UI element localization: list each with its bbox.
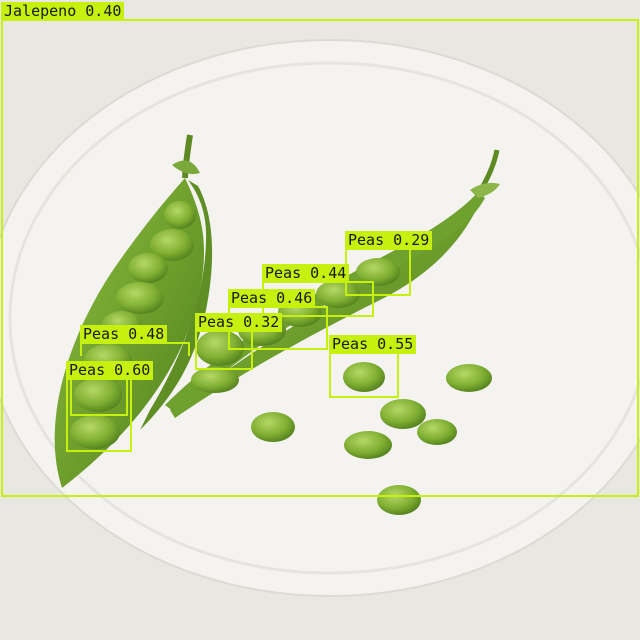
detection-box-peas: Peas 0.44 — [262, 264, 374, 317]
detection-label: Peas 0.48 — [80, 325, 168, 344]
detection-label: Peas 0.29 — [345, 231, 433, 250]
detection-box-peas: Peas 0.55 — [329, 335, 417, 398]
detection-box-peas: Peas 0.32 — [195, 313, 283, 370]
detection-box-peas: Peas 0.29 — [345, 231, 433, 296]
detection-label: Peas 0.44 — [262, 264, 350, 283]
detection-box-peas: Peas 0.46 — [228, 289, 328, 350]
detection-box-jalepeno: Jalepeno 0.40 — [1, 2, 639, 497]
detection-label: Peas 0.46 — [228, 289, 316, 308]
detection-label: Peas 0.32 — [195, 313, 283, 332]
detection-box-peas-inner — [70, 378, 128, 416]
detection-label: Peas 0.55 — [329, 335, 417, 354]
detection-box-peas: Peas 0.48 — [80, 325, 190, 356]
loose-peas — [251, 362, 492, 515]
detection-label: Peas 0.60 — [66, 361, 154, 380]
detection-label: Jalepeno 0.40 — [1, 2, 125, 21]
